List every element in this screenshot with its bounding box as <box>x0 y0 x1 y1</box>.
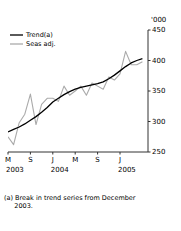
y-tick <box>148 60 151 61</box>
x-tick <box>120 152 121 155</box>
x-tick-label: S <box>95 156 100 164</box>
year-label: 2004 <box>51 166 69 174</box>
legend: Trend(a)Seas adj. <box>10 31 56 48</box>
x-tick-label: S <box>28 156 33 164</box>
legend-label: Trend(a) <box>25 31 53 39</box>
x-tick-label: M <box>5 156 11 164</box>
y-tick <box>148 152 151 153</box>
x-tick-label: J <box>51 156 54 164</box>
plot-lines <box>8 51 142 144</box>
y-tick <box>148 91 151 92</box>
x-tick-label: M <box>72 156 78 164</box>
x-tick <box>30 152 31 155</box>
chart: 250 300 350 400 450 '000 M S J M S J 2003 2004 2005 Tre… <box>0 0 181 231</box>
y-tick-label: 350 <box>152 87 165 95</box>
y-tick-label: 250 <box>152 148 165 156</box>
year-label: 2003 <box>6 166 24 174</box>
legend-swatch <box>10 34 23 35</box>
footnote-line: (a) Break in trend series from December <box>4 194 136 202</box>
y-tick-label: 450 <box>152 26 165 34</box>
y-tick <box>148 121 151 122</box>
y-tick <box>148 30 151 31</box>
footnote-line: 2003. <box>4 202 33 210</box>
x-tick-label: J <box>118 156 121 164</box>
series-line <box>8 59 142 132</box>
x-tick <box>8 152 9 155</box>
y-tick-label: 300 <box>152 118 165 126</box>
legend-swatch <box>10 43 23 44</box>
x-tick <box>97 152 98 155</box>
x-tick <box>75 152 76 155</box>
x-axis <box>8 152 148 153</box>
x-tick <box>52 152 53 155</box>
y-label: '000 <box>151 16 166 24</box>
series-line <box>8 51 142 144</box>
year-label: 2005 <box>118 166 136 174</box>
footnote: (a) Break in trend series from December … <box>4 194 136 210</box>
legend-label: Seas adj. <box>26 40 56 48</box>
y-tick-label: 400 <box>152 57 165 65</box>
